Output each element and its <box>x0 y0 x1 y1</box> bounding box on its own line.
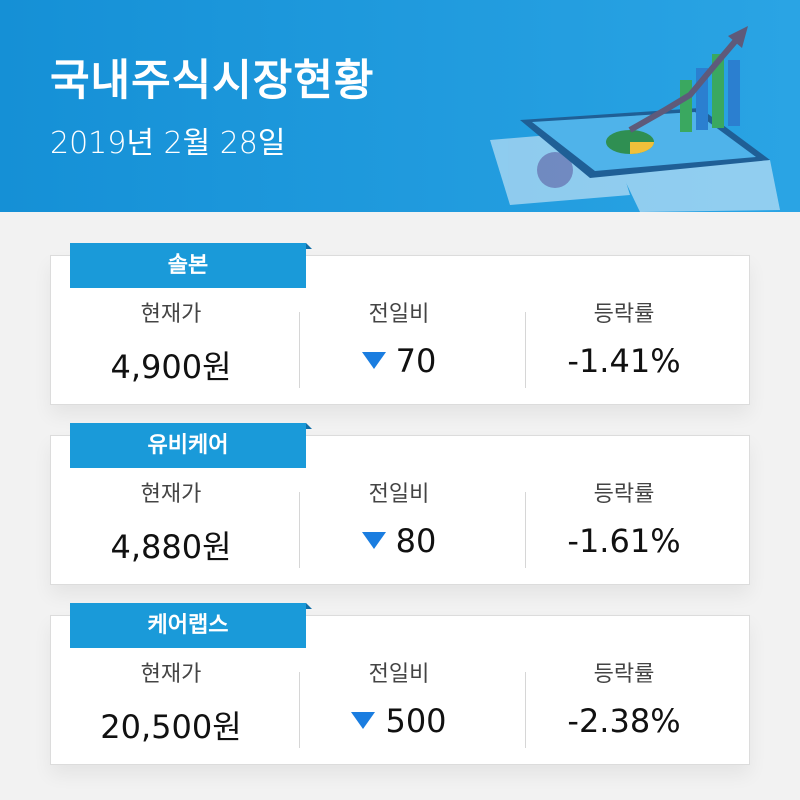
header: 국내주식시장현황 2019년 2월 28일 <box>0 0 800 212</box>
column: 현재가 4,900원 <box>56 296 286 388</box>
date: 2019년 2월 28일 <box>50 126 286 161</box>
down-arrow <box>361 352 386 369</box>
stock-name: 솔본 <box>70 243 312 288</box>
column-label: 등락률 <box>593 302 655 327</box>
column-value: -2.38% <box>509 702 739 740</box>
divider <box>299 312 300 388</box>
down-arrow <box>351 712 376 729</box>
column-value: 70 <box>284 342 514 380</box>
column: 전일비 80 <box>284 476 514 560</box>
price: 4,900원 <box>110 348 232 386</box>
column-label: 등락률 <box>593 662 655 687</box>
change: 500 <box>385 702 447 740</box>
trend-arrow <box>628 36 741 133</box>
divider <box>525 312 526 388</box>
rate: -1.41% <box>567 342 681 380</box>
column-value: 20,500원 <box>56 702 286 748</box>
column-value: 4,900원 <box>56 342 286 388</box>
column: 전일비 500 <box>284 656 514 740</box>
column-value: 80 <box>284 522 514 560</box>
column: 등락률 -1.41% <box>509 296 739 380</box>
rate: -1.61% <box>567 522 681 560</box>
column-value: -1.61% <box>509 522 739 560</box>
column-value: -1.41% <box>509 342 739 380</box>
column: 현재가 20,500원 <box>56 656 286 748</box>
divider <box>525 492 526 568</box>
column-label: 전일비 <box>368 302 430 327</box>
stock-name: 유비케어 <box>70 423 312 468</box>
change: 70 <box>395 342 437 380</box>
price: 4,880원 <box>110 528 232 566</box>
column: 전일비 70 <box>284 296 514 380</box>
illustration <box>490 26 780 212</box>
column-label: 현재가 <box>140 662 202 687</box>
column-label: 전일비 <box>368 662 430 687</box>
column-label: 등락률 <box>593 482 655 507</box>
rate: -2.38% <box>567 702 681 740</box>
down-arrow <box>361 532 386 549</box>
column-value: 4,880원 <box>56 522 286 568</box>
column-label: 현재가 <box>140 482 202 507</box>
column: 등락률 -2.38% <box>509 656 739 740</box>
column: 현재가 4,880원 <box>56 476 286 568</box>
title: 국내주식시장현황 <box>50 56 375 106</box>
divider <box>299 672 300 748</box>
column: 등락률 -1.61% <box>509 476 739 560</box>
stock-name: 케어랩스 <box>70 603 312 648</box>
divider <box>299 492 300 568</box>
divider <box>525 672 526 748</box>
column-label: 전일비 <box>368 482 430 507</box>
change: 80 <box>395 522 437 560</box>
price: 20,500원 <box>100 708 242 746</box>
column-value: 500 <box>284 702 514 740</box>
column-label: 현재가 <box>140 302 202 327</box>
